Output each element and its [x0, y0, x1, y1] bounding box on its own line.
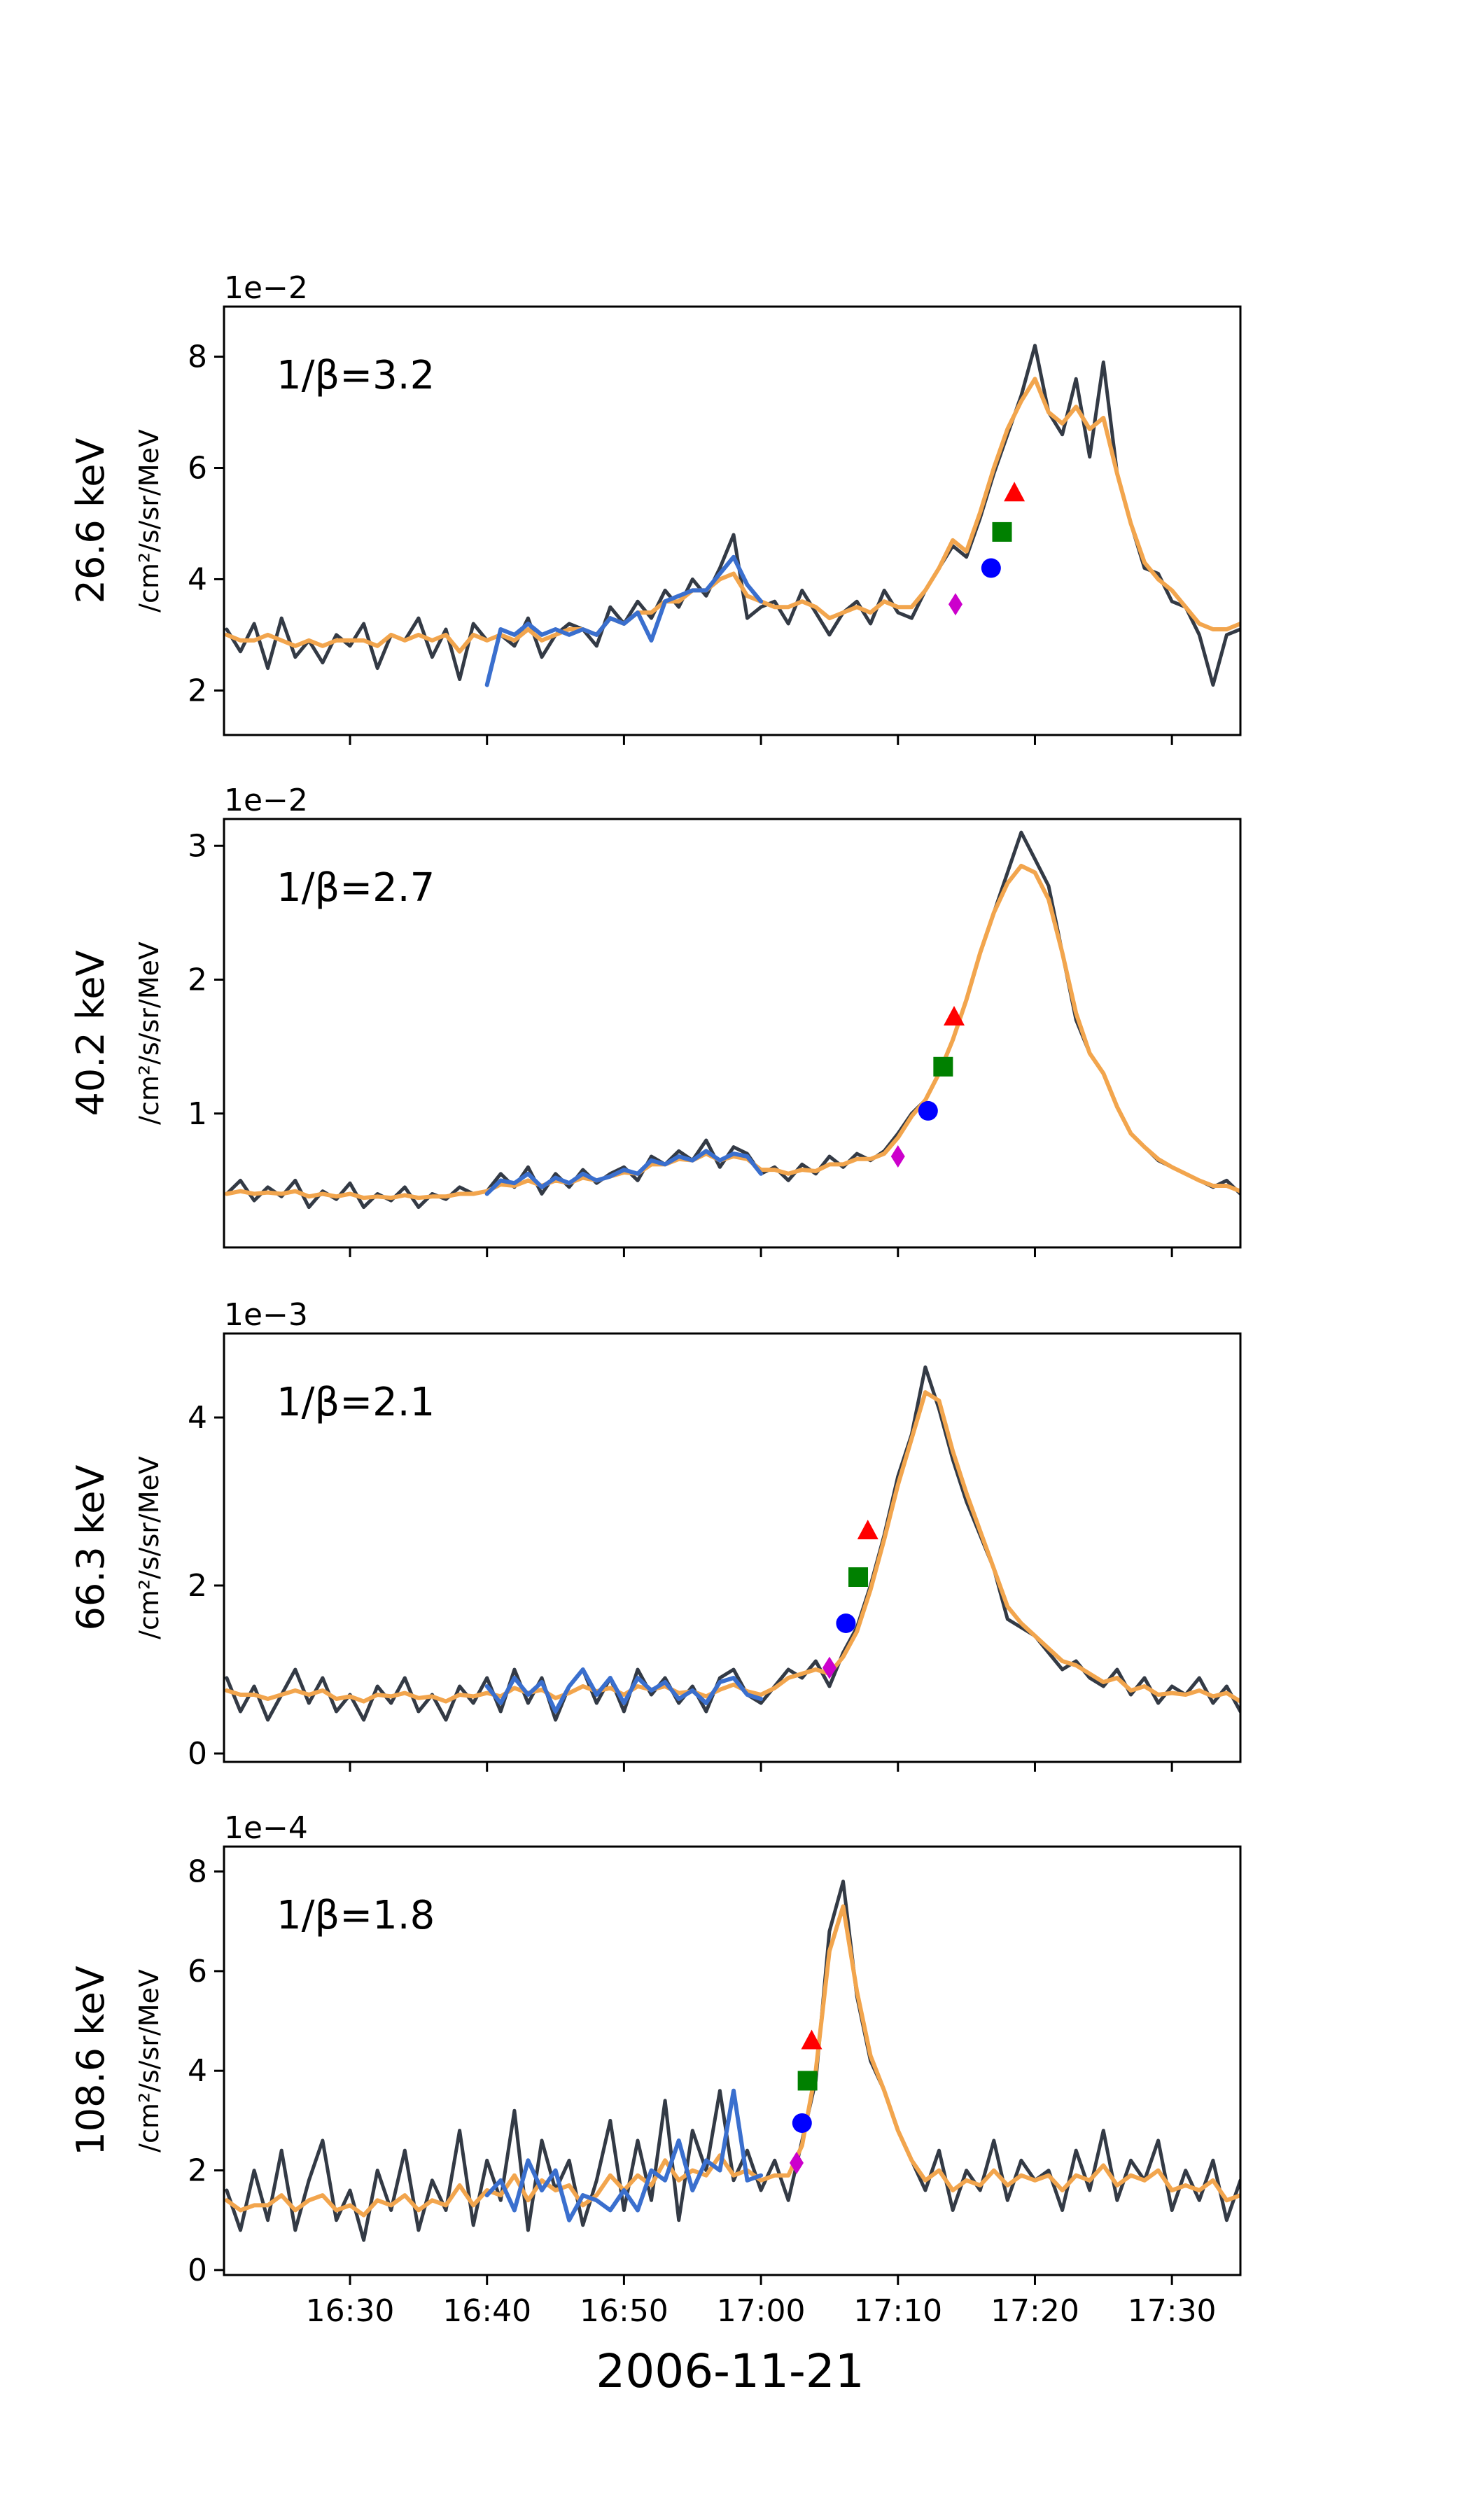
y-axis-label: 108.6 keV	[69, 1966, 113, 2155]
y-tick-label: 4	[188, 1400, 207, 1436]
y-tick-label: 6	[188, 450, 207, 486]
beta-annotation: 1/β=1.8	[276, 1893, 435, 1938]
series-raw-line	[225, 1879, 1240, 2242]
y-tick-label: 3	[188, 828, 207, 864]
series-background_window-line	[484, 1667, 764, 1714]
series-smooth-line	[224, 377, 1240, 654]
x-axis-label: 2006-11-21	[596, 2344, 864, 2398]
panel-4: 0 2 4 6 8 16:30 16:40 16:50 17:00 17:10 17:20 17:30…	[69, 1810, 1242, 2329]
y-axis-unit: /cm²/s/sr/MeV	[134, 1969, 164, 2152]
series-background_window-line	[484, 554, 764, 687]
panel-2: 1 2 3 1e−2 1/β=2.7 40.2 keV/cm²/s/sr/MeV	[69, 783, 1242, 1257]
marker-triangle	[801, 2029, 822, 2050]
x-tick-label: 17:00	[717, 2293, 806, 2329]
y-exponent-label: 1e−2	[224, 270, 308, 306]
x-tick-label: 16:50	[580, 2293, 668, 2329]
axes-frame	[223, 1845, 1242, 2276]
y-axis-label: 66.3 keV	[69, 1464, 113, 1630]
plot-area	[224, 1879, 1240, 2242]
marker-diamond	[890, 1144, 905, 1168]
y-tick-label: 8	[188, 1854, 207, 1890]
y-exponent-label: 1e−3	[224, 1297, 308, 1333]
axes-frame	[223, 305, 1242, 736]
y-tick-label: 2	[188, 962, 207, 998]
y-axis-label: 40.2 keV	[69, 950, 113, 1116]
y-tick-label: 6	[188, 1954, 207, 1989]
panel-3: 0 2 4 1e−3 1/β=2.1 66.3 keV/cm²/s/sr/MeV	[69, 1297, 1242, 1772]
beta-annotation: 1/β=2.1	[276, 1380, 435, 1425]
y-exponent-label: 1e−2	[224, 783, 308, 818]
x-tick-label: 17:10	[853, 2293, 942, 2329]
marker-triangle	[1004, 482, 1026, 502]
axes-frame	[223, 1332, 1242, 1763]
marker-circle	[836, 1614, 856, 1633]
plot-area	[224, 830, 1240, 1210]
plot-area	[224, 344, 1240, 687]
y-axis-unit: /cm²/s/sr/MeV	[134, 1456, 164, 1639]
series-background_window-line	[484, 2088, 764, 2222]
y-tick-label: 2	[188, 673, 207, 708]
series-background_window-line	[484, 1149, 764, 1196]
series-smooth-line	[224, 1390, 1240, 1704]
x-tick-label: 17:30	[1128, 2293, 1217, 2329]
series-smooth-line	[224, 863, 1240, 1200]
marker-square	[848, 1567, 869, 1587]
y-tick-label: 1	[188, 1096, 207, 1132]
y-tick-label: 2	[188, 1568, 207, 1604]
y-tick-label: 4	[188, 561, 207, 597]
plot-area	[224, 1365, 1240, 1722]
x-tick-label: 16:30	[306, 2293, 395, 2329]
y-tick-label: 4	[188, 2053, 207, 2089]
axes-frame	[223, 818, 1242, 1249]
marker-circle	[792, 2113, 812, 2133]
y-tick-label: 0	[188, 1736, 207, 1772]
marker-triangle	[944, 1006, 965, 1026]
x-tick-label: 16:40	[442, 2293, 531, 2329]
marker-diamond	[789, 2151, 804, 2174]
beta-annotation: 1/β=2.7	[276, 865, 435, 911]
y-tick-label: 0	[188, 2253, 207, 2288]
marker-square	[933, 1056, 953, 1077]
marker-circle	[981, 558, 1001, 578]
y-axis-unit: /cm²/s/sr/MeV	[134, 941, 164, 1125]
marker-diamond	[948, 593, 962, 616]
y-exponent-label: 1e−4	[224, 1810, 308, 1846]
marker-triangle	[857, 1520, 878, 1539]
panel-1: 2 4 6 8 1e−2 1/β=3.2 26.6 keV/cm²/s/sr/MeV	[69, 270, 1242, 745]
y-tick-label: 8	[188, 340, 207, 375]
beta-annotation: 1/β=3.2	[276, 353, 435, 398]
y-tick-label: 2	[188, 2153, 207, 2189]
y-axis-unit: /cm²/s/sr/MeV	[134, 429, 164, 612]
marker-diamond	[822, 1656, 836, 1679]
marker-square	[992, 522, 1012, 542]
y-axis-label: 26.6 keV	[69, 438, 113, 603]
marker-circle	[918, 1100, 938, 1121]
marker-square	[797, 2071, 818, 2091]
x-tick-label: 17:20	[990, 2293, 1079, 2329]
series-smooth-line	[224, 1904, 1240, 2218]
